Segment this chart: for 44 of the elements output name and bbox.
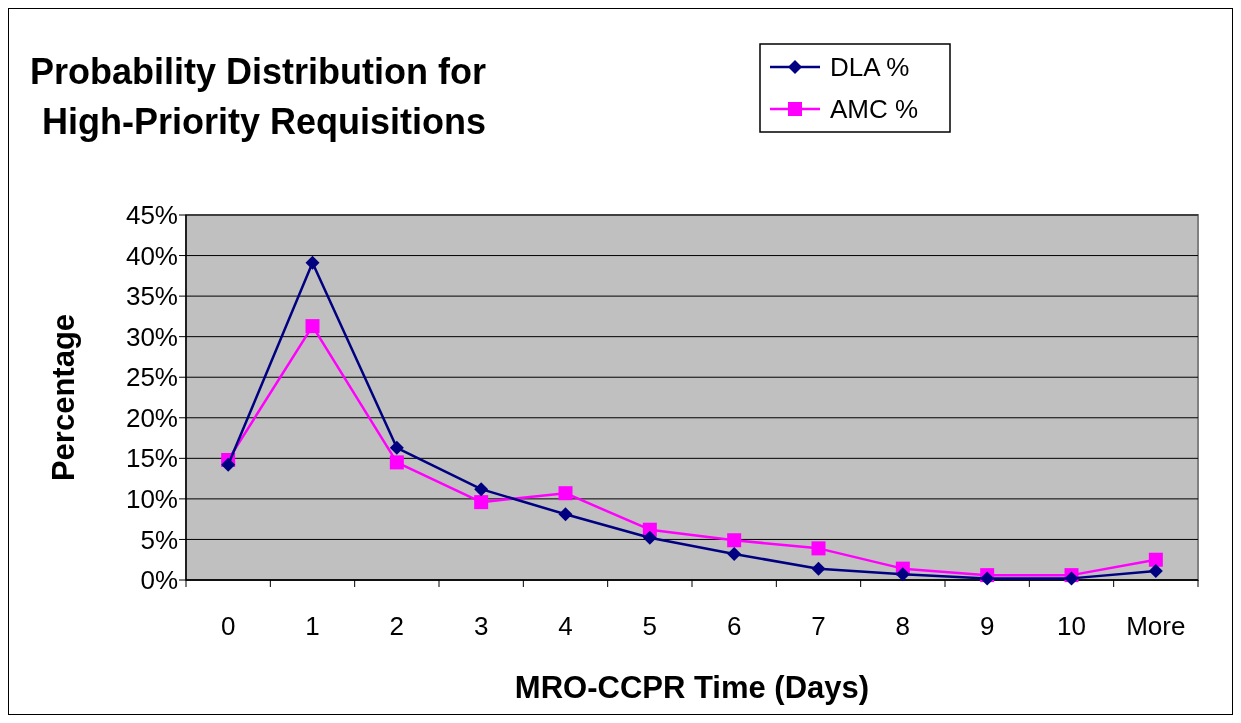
point [1148,552,1163,567]
x-tick-label: 2 [389,611,405,641]
y-tick-label: 30% [125,321,178,352]
point [389,440,404,455]
x-tick-label: 7 [811,611,826,641]
point [727,533,742,548]
point [558,507,573,522]
y-tick-label: 20% [125,402,178,433]
point [811,561,826,576]
y-axis-title: Percentage [46,313,81,482]
point [895,567,910,582]
x-axis-title: MRO-CCPR Time (Days) [514,670,870,705]
x-tick-label: 4 [558,611,573,641]
y-tick-label: 5% [140,524,178,555]
y-tick-label: 10% [125,483,178,514]
legend-label: AMC % [830,94,919,125]
x-tick-label: More [1126,611,1186,641]
x-tick-label: 10 [1057,611,1086,641]
x-tick-label: 9 [979,611,995,641]
point [389,455,404,470]
legend-label: DLA % [830,52,910,83]
x-tick-label: 3 [473,611,489,641]
point [642,530,657,545]
point [305,319,320,334]
point [221,457,236,472]
point [558,486,573,501]
y-tick-label: 0% [140,565,178,596]
x-tick-label: 6 [726,611,742,641]
y-tick-label: 40% [125,240,178,271]
point [727,547,742,562]
point [1148,564,1163,579]
y-tick-label: 45% [125,200,178,231]
y-tick-label: 25% [125,362,178,393]
point [474,495,489,510]
x-tick-label: 5 [642,611,658,641]
point [811,541,826,556]
y-tick-label: 35% [125,281,178,312]
x-tick-label: 0 [220,611,236,641]
point [305,255,320,270]
point [474,482,489,497]
x-tick-label: 1 [305,611,320,641]
x-tick-label: 8 [895,611,911,641]
y-tick-label: 15% [125,443,178,474]
chart-title: Probability Distribution for High-Priority Requisitions [30,51,487,142]
